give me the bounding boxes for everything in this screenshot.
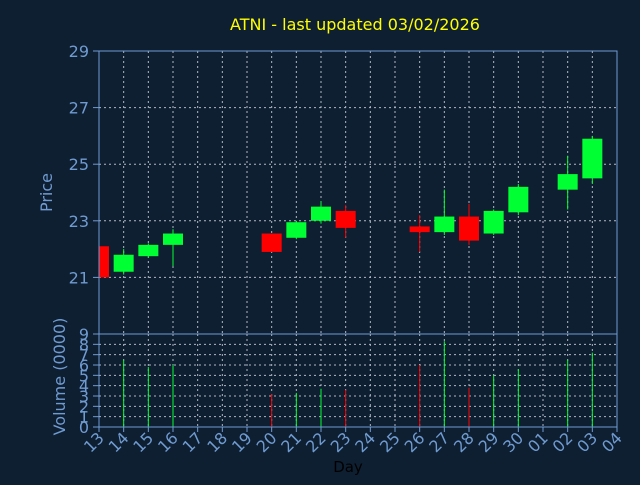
candle-body-13 [99,246,109,278]
day-tick-label: 29 [475,428,503,456]
candle-body-15 [138,244,159,257]
volume-tick-label: 8 [79,335,89,354]
candle-body-30 [508,186,529,213]
day-tick-label: 15 [129,428,157,456]
price-tick-label: 29 [69,42,89,61]
day-tick-label: 17 [179,428,207,456]
candle-body-22 [311,206,331,221]
candle-body-28 [459,216,479,241]
day-tick-label: 19 [228,428,256,456]
volume-tick-label: 9 [79,325,89,344]
price-axis-label: Price [37,173,56,212]
day-tick-label: 18 [203,428,231,456]
candle-body-02 [557,174,578,190]
candle-body-16 [163,233,183,245]
volume-tick-label: 2 [79,397,89,416]
day-tick-label: 02 [549,428,577,456]
volume-tick-label: 1 [79,408,89,427]
volume-tick-label: 4 [79,377,89,396]
price-frame [98,50,618,335]
candle-body-03 [582,138,603,179]
volume-tick-label: 7 [79,346,89,365]
day-tick-label: 21 [277,428,305,456]
candle-body-23 [335,210,356,228]
day-tick-label: 24 [351,428,379,456]
day-tick-label: 28 [450,428,478,456]
price-tick-label: 23 [69,212,89,231]
volume-tick-label: 0 [79,418,89,437]
price-panel: 21 23 25 27 29 Price [37,42,618,335]
candle-body-29 [483,210,504,234]
x-axis-label: Day [333,458,363,476]
day-tick-label: 14 [105,428,133,456]
chart-title: ATNI - last updated 03/02/2026 [230,15,480,34]
day-tick-label: 22 [302,428,330,456]
day-tick-label: 25 [376,428,404,456]
volume-tick-label: 3 [79,387,89,406]
candle-body-14 [113,254,134,272]
volume-axis-label: Volume (0000) [50,318,69,436]
price-tick-label: 25 [69,155,89,174]
day-tick-label: 26 [401,428,429,456]
volume-frame [98,333,618,428]
day-tick-label: 16 [154,428,182,456]
candle-body-26 [409,226,430,233]
day-tick-label: 30 [499,428,527,456]
volume-tick-label: 6 [79,356,89,375]
day-tick-label: 20 [253,428,281,456]
candle-body-21 [286,222,307,238]
day-tick-label: 27 [425,428,453,456]
day-tick-label: 01 [524,428,552,456]
candle-body-27 [434,216,455,233]
day-tick-label: 04 [598,428,626,456]
day-tick-label: 23 [327,428,355,456]
price-tick-label: 27 [69,99,89,118]
volume-tick-label: 5 [79,366,89,385]
price-tick-label: 21 [69,268,89,287]
day-tick-label: 03 [573,428,601,456]
candle-body-20 [261,233,282,252]
